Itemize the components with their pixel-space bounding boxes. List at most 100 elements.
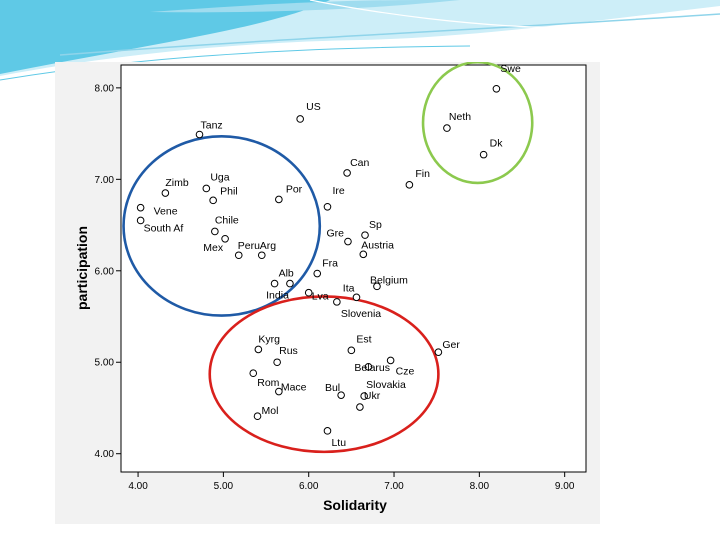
point-label: Neth <box>449 111 471 123</box>
point-label: Can <box>350 157 369 169</box>
point-label: Ger <box>442 339 460 351</box>
point-marker <box>234 251 243 260</box>
point-label: Kyrg <box>258 333 280 345</box>
point-marker <box>443 124 451 132</box>
point-label: Fra <box>322 258 338 270</box>
point-label: Mex <box>203 242 224 254</box>
y-tick-label: 8.00 <box>95 83 115 94</box>
point-marker <box>249 369 258 378</box>
point-marker <box>343 169 351 177</box>
point-label: Alb <box>279 268 294 280</box>
point-marker <box>257 251 266 260</box>
point-label: Rus <box>279 345 298 357</box>
point-marker <box>337 391 345 399</box>
point-label: Uga <box>210 171 229 183</box>
cluster-ellipse-green <box>421 62 534 185</box>
point-marker <box>296 115 304 123</box>
point-label: Ukr <box>364 390 381 402</box>
point-label: Por <box>286 183 303 195</box>
point-marker <box>333 298 341 306</box>
point-marker <box>136 203 145 212</box>
point-label: Zimb <box>165 177 188 189</box>
point-label: Slovenia <box>341 308 381 320</box>
x-tick-label: 7.00 <box>384 481 404 492</box>
point-marker <box>304 288 313 297</box>
point-marker <box>344 237 352 246</box>
plot-area <box>120 64 587 473</box>
y-tick-label: 5.00 <box>95 358 115 369</box>
point-label: Slovakia <box>366 379 406 391</box>
point-label: South Af <box>144 222 184 234</box>
x-tick-label: 6.00 <box>299 481 319 492</box>
point-marker <box>195 130 204 139</box>
x-tick-label: 8.00 <box>470 481 490 492</box>
y-tick-label: 7.00 <box>95 175 115 186</box>
point-marker <box>270 279 279 288</box>
cluster-ellipse-red <box>208 295 440 454</box>
point-marker <box>361 231 369 239</box>
point-marker <box>202 184 211 193</box>
point-label: Belarus <box>354 362 390 374</box>
point-marker <box>359 250 368 259</box>
point-label: Chile <box>215 214 239 226</box>
point-marker <box>347 346 356 355</box>
point-marker <box>323 427 332 435</box>
x-tick-label: 9.00 <box>555 481 575 492</box>
point-marker <box>221 234 229 243</box>
x-axis-title: Solidarity <box>323 497 387 513</box>
point-label: Rom <box>257 377 279 389</box>
point-marker <box>434 348 443 356</box>
point-label: Fin <box>415 168 430 180</box>
point-marker <box>161 189 170 197</box>
point-marker <box>364 363 373 371</box>
point-label: Bul <box>325 382 340 394</box>
point-label: Ire <box>332 185 344 197</box>
point-marker <box>356 403 364 411</box>
point-marker <box>386 356 395 365</box>
x-tick-label: 4.00 <box>128 481 148 492</box>
point-label: Vene <box>154 206 178 218</box>
point-label: Lva <box>312 291 329 303</box>
point-marker <box>253 412 262 421</box>
point-marker <box>273 358 281 367</box>
point-label: Phil <box>220 185 238 197</box>
point-marker <box>405 181 414 189</box>
point-label: Dk <box>490 138 504 150</box>
point-marker <box>136 216 145 225</box>
point-marker <box>211 227 219 236</box>
point-label: Swe <box>500 63 521 75</box>
point-label: Peru <box>238 240 260 252</box>
point-marker <box>373 282 381 291</box>
point-marker <box>492 84 501 93</box>
point-marker <box>286 279 294 288</box>
scatter-chart: 4.00 5.00 6.00 7.00 8.00 9.00 4.00 5.00 6.00 7.0… <box>74 62 587 513</box>
x-tick-label: 5.00 <box>214 481 234 492</box>
y-axis-title: participation <box>74 226 90 310</box>
point-label: Arg <box>260 240 277 252</box>
point-label: Sp <box>369 219 382 231</box>
point-marker <box>323 202 332 211</box>
point-marker <box>275 195 283 204</box>
point-marker <box>275 387 283 396</box>
point-label: Mace <box>281 382 307 394</box>
y-tick-label: 6.00 <box>95 266 115 277</box>
point-label: Austria <box>361 239 394 251</box>
point-marker <box>209 196 217 205</box>
header-wave-decoration <box>0 0 720 81</box>
point-label: Tanz <box>200 120 222 132</box>
point-label: Gre <box>326 228 344 240</box>
point-label: Cze <box>396 365 415 377</box>
y-tick-label: 4.00 <box>95 449 115 460</box>
point-label: Ita <box>343 282 355 294</box>
cluster-ellipse-blue <box>122 135 322 317</box>
point-label: India <box>266 290 289 302</box>
point-marker <box>254 345 263 354</box>
point-label: US <box>306 101 321 113</box>
point-label: Est <box>356 333 371 345</box>
point-marker <box>313 269 322 278</box>
point-label: Ltu <box>331 437 346 449</box>
point-marker <box>360 392 368 400</box>
point-label: Belgium <box>370 274 408 286</box>
point-marker <box>352 293 361 302</box>
point-marker <box>479 150 488 159</box>
